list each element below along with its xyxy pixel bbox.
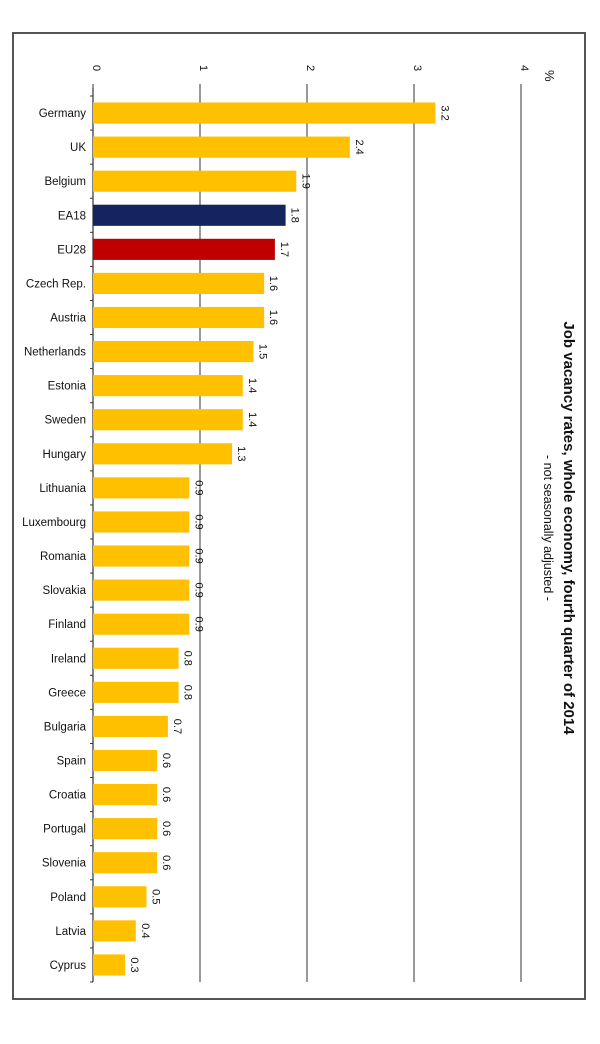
bar-ireland <box>93 647 179 669</box>
tick-labels: 0 1 2 3 4 <box>90 65 530 71</box>
tick-label: 3 <box>411 65 423 71</box>
bar-romania <box>93 545 190 567</box>
value-label: 0.3 <box>128 957 140 972</box>
value-label: 0.4 <box>139 923 151 938</box>
tick-label: 4 <box>518 65 530 71</box>
bar-chart: Germany UK Belgium EA18 EU28 Czech Rep. Austri… <box>22 65 577 983</box>
bars <box>93 102 436 976</box>
category-label: Cyprus <box>50 960 87 972</box>
bar-hungary <box>93 443 233 465</box>
value-label: 1.9 <box>299 174 311 189</box>
category-label: EA18 <box>58 210 86 222</box>
bar-croatia <box>93 784 158 806</box>
category-label: Poland <box>50 892 86 904</box>
value-label: 0.6 <box>160 855 172 870</box>
chart-title: Job vacancy rates, whole economy, fourth… <box>560 321 577 735</box>
tick-label: 1 <box>197 65 209 71</box>
bar-slovakia <box>93 579 190 601</box>
category-label: Spain <box>57 756 86 768</box>
bar-czech-rep <box>93 272 265 294</box>
bar-cyprus <box>93 954 126 976</box>
bar-poland <box>93 886 147 908</box>
value-labels: 3.2 2.4 1.9 1.8 1.7 1.6 1.6 1.5 1.4 1.4 1.3 0.9 0.9 0… <box>128 105 450 972</box>
tick-label: 0 <box>90 65 102 71</box>
bar-latvia <box>93 920 136 942</box>
chart-subtitle: - not seasonally adjusted - <box>541 455 555 601</box>
value-label: 1.6 <box>267 276 279 291</box>
value-label: 0.5 <box>150 889 162 904</box>
bar-estonia <box>93 375 243 397</box>
tick-label: 2 <box>304 65 316 71</box>
value-label: 1.4 <box>246 412 258 427</box>
category-label: Greece <box>48 687 86 699</box>
category-label: Luxembourg <box>22 517 86 529</box>
category-label: Romania <box>40 551 87 563</box>
category-label: Bulgaria <box>44 721 87 733</box>
category-labels: Germany UK Belgium EA18 EU28 Czech Rep. Austri… <box>22 108 87 972</box>
bar-austria <box>93 306 265 329</box>
category-label: Hungary <box>43 449 87 461</box>
value-label: 0.6 <box>160 821 172 836</box>
value-label: 0.6 <box>160 753 172 768</box>
value-label: 0.9 <box>192 617 204 632</box>
unit-label: % <box>542 70 557 82</box>
chart-frame: Germany UK Belgium EA18 EU28 Czech Rep. Austri… <box>12 32 586 1000</box>
bar-lithuania <box>93 477 190 499</box>
value-label: 1.6 <box>267 310 279 325</box>
bar-belgium <box>93 170 297 192</box>
bar-slovenia <box>93 852 158 874</box>
category-label: Latvia <box>55 926 86 938</box>
bar-eu28 <box>93 238 275 260</box>
bar-uk <box>93 136 350 158</box>
category-label: UK <box>70 142 86 154</box>
bar-greece <box>93 681 179 703</box>
value-label: 0.9 <box>192 548 204 563</box>
bar-germany <box>93 102 436 124</box>
value-label: 0.9 <box>192 514 204 529</box>
category-label: Estonia <box>48 381 87 393</box>
value-label: 0.8 <box>182 651 194 666</box>
bar-ea18 <box>93 204 286 226</box>
category-label: Finland <box>48 619 86 631</box>
category-label: Sweden <box>44 415 86 427</box>
category-label: Portugal <box>43 824 86 836</box>
value-label: 3.2 <box>438 105 450 120</box>
category-label: Croatia <box>49 790 87 802</box>
bar-spain <box>93 749 158 772</box>
category-label: Slovenia <box>42 858 87 870</box>
value-label: 0.6 <box>160 787 172 802</box>
value-label: 1.4 <box>246 378 258 393</box>
value-label: 1.3 <box>235 446 247 461</box>
bar-bulgaria <box>93 715 168 737</box>
category-label: Austria <box>50 313 86 325</box>
category-label: Ireland <box>51 653 86 665</box>
value-label: 1.8 <box>289 208 301 223</box>
bar-portugal <box>93 818 158 840</box>
bar-finland <box>93 613 190 635</box>
value-label: 0.7 <box>171 719 183 734</box>
bar-sweden <box>93 409 243 431</box>
category-label: Lithuania <box>39 483 86 495</box>
value-label: 2.4 <box>353 139 365 154</box>
category-label: Slovakia <box>43 585 87 597</box>
category-label: Netherlands <box>24 347 86 359</box>
category-label: Czech Rep. <box>26 278 86 290</box>
value-label: 1.5 <box>257 344 269 359</box>
category-label: EU28 <box>57 244 86 256</box>
bar-luxembourg <box>93 511 190 533</box>
value-label: 1.7 <box>278 242 290 257</box>
value-label: 0.9 <box>192 480 204 495</box>
bar-netherlands <box>93 341 254 363</box>
value-label: 0.9 <box>192 582 204 597</box>
value-label: 0.8 <box>182 685 194 700</box>
category-label: Belgium <box>44 176 86 188</box>
category-label: Germany <box>39 108 87 120</box>
